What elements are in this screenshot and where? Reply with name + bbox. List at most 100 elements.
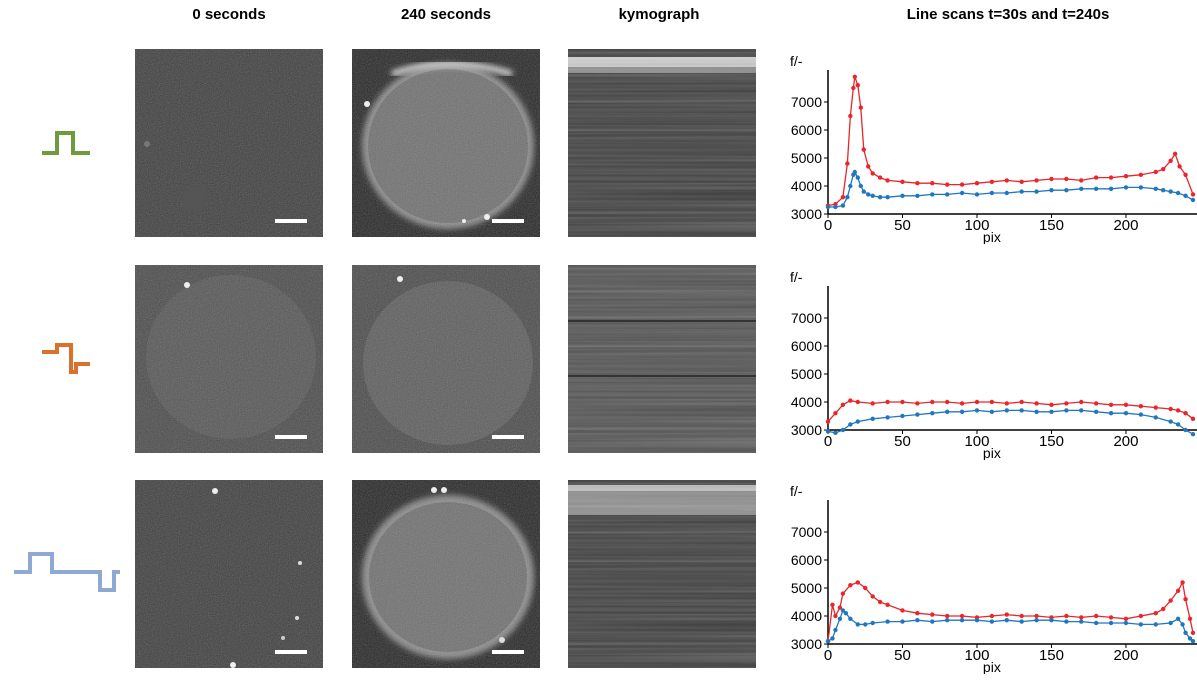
data-point xyxy=(1079,619,1084,624)
data-point xyxy=(944,192,950,197)
data-point xyxy=(1190,630,1196,635)
data-point xyxy=(944,399,950,405)
data-point xyxy=(900,608,905,613)
data-point xyxy=(1183,630,1188,635)
data-point xyxy=(1093,175,1099,180)
scale-bar xyxy=(492,435,524,439)
data-point xyxy=(900,399,905,405)
data-point xyxy=(1064,613,1069,619)
data-point xyxy=(1049,176,1054,182)
data-point xyxy=(855,622,860,627)
x-tick-label: 150 xyxy=(1039,217,1064,234)
data-point xyxy=(915,401,920,406)
y-tick-label: 6000 xyxy=(791,552,822,568)
data-point xyxy=(848,398,853,403)
data-point xyxy=(1019,613,1024,619)
data-point xyxy=(1153,622,1158,627)
data-point xyxy=(870,171,875,176)
data-point xyxy=(833,430,838,435)
data-point xyxy=(1019,189,1024,194)
x-tick-label: 0 xyxy=(824,433,832,450)
data-point xyxy=(989,190,995,196)
data-point xyxy=(1168,189,1173,194)
data-point xyxy=(855,580,860,585)
data-point xyxy=(845,161,850,166)
data-point xyxy=(1049,188,1054,193)
x-tick-label: 200 xyxy=(1113,647,1138,664)
data-point xyxy=(863,585,868,591)
data-point xyxy=(1153,186,1158,191)
scale-bar xyxy=(275,435,307,439)
data-point xyxy=(1175,408,1181,413)
data-point xyxy=(885,619,890,624)
data-point xyxy=(1190,432,1196,437)
data-point xyxy=(833,204,838,210)
data-point xyxy=(870,193,875,198)
data-point xyxy=(840,427,846,433)
data-point xyxy=(989,179,995,184)
data-point xyxy=(825,204,831,210)
data-point xyxy=(863,622,868,627)
x-tick-label: 0 xyxy=(824,647,832,664)
scale-bar xyxy=(275,219,307,223)
data-point xyxy=(825,419,831,424)
data-point xyxy=(858,105,863,110)
data-point xyxy=(930,181,935,186)
data-point xyxy=(833,613,838,619)
data-point xyxy=(837,605,843,610)
data-point xyxy=(855,175,860,180)
data-point xyxy=(1183,411,1188,416)
data-point xyxy=(1190,416,1196,421)
line-scan-chart-row2: 3000 4000 5000 6000 7000 0 50 100 150 200 f/- pix xyxy=(768,262,1197,460)
line-scan-chart-row3: 3000 4000 5000 6000 7000 0 50 100 150 200 f/- pix xyxy=(768,476,1197,674)
data-point xyxy=(1175,190,1181,196)
y-axis-label: f/- xyxy=(790,269,803,285)
data-point xyxy=(1180,622,1185,627)
y-axis-label: f/- xyxy=(790,53,803,69)
data-point xyxy=(1138,613,1144,619)
data-point xyxy=(1183,193,1188,198)
data-point xyxy=(1093,401,1099,406)
data-point xyxy=(1064,619,1069,624)
y-tick-label: 4000 xyxy=(791,394,822,410)
data-point xyxy=(870,416,875,421)
scale-bar xyxy=(275,650,307,654)
data-point xyxy=(1064,176,1069,182)
data-point xyxy=(1019,399,1024,405)
micrograph-row3-240s xyxy=(352,480,540,668)
data-point xyxy=(974,399,980,405)
data-point xyxy=(1004,612,1009,617)
y-tick-label: 4000 xyxy=(791,178,822,194)
data-point xyxy=(855,399,860,405)
data-point xyxy=(1183,597,1188,602)
data-point xyxy=(1168,158,1173,163)
data-point xyxy=(885,195,890,200)
data-point xyxy=(944,613,950,619)
data-point xyxy=(1138,622,1144,627)
data-point xyxy=(852,74,858,79)
data-point xyxy=(848,113,853,119)
data-point xyxy=(1190,197,1196,203)
data-point xyxy=(837,616,843,621)
data-point xyxy=(1187,616,1193,621)
data-point xyxy=(1079,399,1084,405)
header-line-scans: Line scans t=30s and t=240s xyxy=(906,6,1110,23)
data-point xyxy=(877,195,883,200)
data-point xyxy=(1093,409,1099,414)
data-point xyxy=(1108,186,1114,191)
y-tick-label: 3000 xyxy=(791,636,822,652)
x-tick-label: 200 xyxy=(1113,217,1138,234)
data-point xyxy=(1123,402,1129,407)
data-point xyxy=(1172,151,1178,156)
data-point xyxy=(900,413,905,419)
data-point xyxy=(870,620,875,626)
data-point xyxy=(858,183,863,189)
x-tick-label: 100 xyxy=(964,433,989,450)
data-point xyxy=(1168,598,1173,603)
y-tick-label: 3000 xyxy=(791,422,822,438)
data-point xyxy=(1079,178,1084,183)
x-tick-label: 150 xyxy=(1039,433,1064,450)
bipolar-pulse-icon xyxy=(40,342,92,383)
data-point xyxy=(1123,411,1129,416)
data-point xyxy=(1108,402,1114,407)
